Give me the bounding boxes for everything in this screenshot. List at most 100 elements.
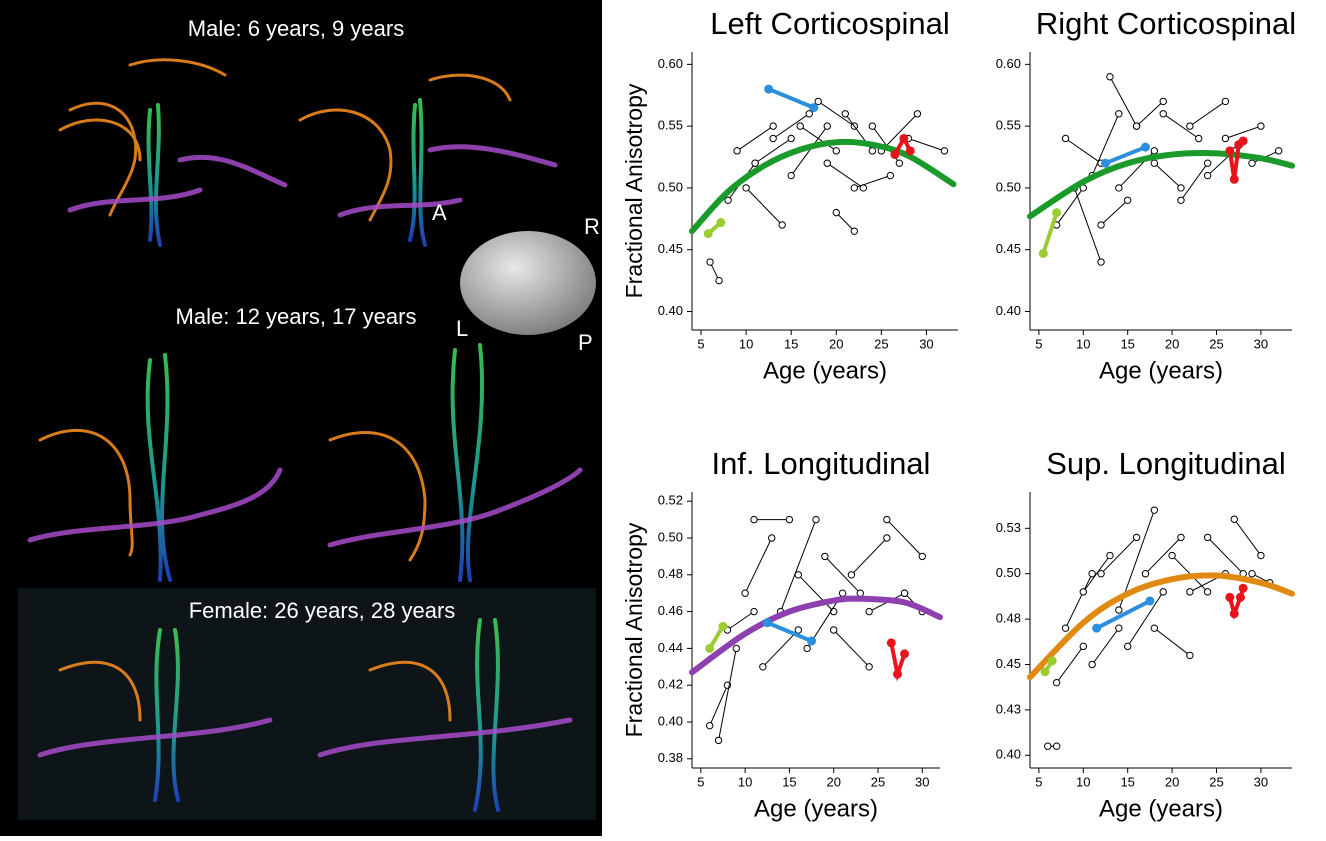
x-axis-label: Age (years) — [1099, 795, 1223, 822]
data-point — [760, 664, 766, 670]
subject-trajectory — [1137, 101, 1164, 126]
data-point — [896, 160, 902, 166]
subject-trajectory — [737, 126, 773, 151]
data-point — [1204, 534, 1210, 540]
y-tick-label: 0.50 — [658, 179, 683, 194]
data-point — [733, 645, 739, 651]
data-point — [1151, 160, 1157, 166]
data-point — [1116, 625, 1122, 631]
data-point — [1222, 135, 1228, 141]
y-tick-label: 0.48 — [658, 566, 683, 581]
data-point — [795, 627, 801, 633]
x-tick-label: 10 — [739, 336, 753, 351]
data-point — [866, 608, 872, 614]
data-point — [1048, 657, 1056, 665]
data-point — [1187, 652, 1193, 658]
data-point — [1062, 625, 1068, 631]
y-tick-label: 0.52 — [658, 493, 683, 508]
subject-trajectory — [1057, 646, 1084, 682]
image-caption: Female: 26 years, 28 years — [189, 598, 456, 623]
data-point — [1133, 534, 1139, 540]
data-point — [1133, 123, 1139, 129]
y-tick-label: 0.60 — [996, 56, 1021, 71]
fit-curve — [692, 142, 953, 231]
chart-title: Right Corticospinal — [1036, 6, 1296, 41]
data-point — [1101, 159, 1109, 167]
y-tick-label: 0.53 — [996, 520, 1021, 535]
x-tick-label: 20 — [829, 336, 843, 351]
x-tick-label: 15 — [784, 336, 798, 351]
subject-trajectory — [1101, 200, 1128, 225]
y-tick-label: 0.50 — [996, 179, 1021, 194]
subject-trajectory — [1074, 188, 1101, 262]
data-point — [1160, 589, 1166, 595]
data-point — [1151, 625, 1157, 631]
y-tick-label: 0.40 — [658, 303, 683, 318]
subject-trajectory — [1128, 592, 1164, 646]
subject-trajectory — [710, 685, 728, 725]
data-point — [1258, 552, 1264, 558]
data-point — [1230, 610, 1238, 618]
data-point — [1041, 668, 1049, 676]
y-axis-label: Fractional Anisotropy — [621, 522, 647, 737]
data-point — [914, 111, 920, 117]
brain-render — [460, 231, 596, 335]
x-tick-label: 5 — [1035, 774, 1042, 789]
data-point — [842, 111, 848, 117]
data-point — [1053, 679, 1059, 685]
data-point — [1141, 143, 1149, 151]
y-tick-label: 0.50 — [996, 565, 1021, 580]
data-point — [1160, 111, 1166, 117]
data-point — [1249, 160, 1255, 166]
subject-trajectory — [746, 188, 782, 225]
y-tick-label: 0.45 — [996, 241, 1021, 256]
y-tick-label: 0.42 — [658, 677, 683, 692]
data-point — [1230, 175, 1238, 183]
data-point — [1204, 160, 1210, 166]
data-point — [1222, 98, 1228, 104]
data-point — [752, 160, 758, 166]
data-point — [1062, 135, 1068, 141]
data-point — [743, 185, 749, 191]
data-point — [1204, 172, 1210, 178]
data-point — [704, 230, 712, 238]
data-point — [742, 590, 748, 596]
data-point — [813, 516, 819, 522]
data-point — [887, 639, 895, 647]
x-tick-label: 5 — [1035, 336, 1042, 351]
data-point — [1116, 607, 1122, 613]
data-point — [851, 228, 857, 234]
data-point — [1258, 123, 1264, 129]
data-point — [1178, 197, 1184, 203]
data-point — [851, 185, 857, 191]
data-point — [869, 123, 875, 129]
data-point — [1178, 534, 1184, 540]
data-point — [1236, 593, 1244, 601]
x-tick-label: 25 — [1209, 336, 1223, 351]
x-tick-label: 15 — [1120, 336, 1134, 351]
data-point — [1249, 571, 1255, 577]
data-point — [831, 608, 837, 614]
subject-trajectory — [1110, 77, 1137, 126]
data-point — [824, 160, 830, 166]
data-point — [810, 104, 818, 112]
data-point — [707, 259, 713, 265]
data-point — [822, 553, 828, 559]
subject-trajectory — [1066, 138, 1102, 163]
data-point — [1169, 552, 1175, 558]
subject-trajectory — [891, 643, 904, 674]
data-point — [1151, 148, 1157, 154]
y-tick-label: 0.40 — [996, 303, 1021, 318]
data-point — [1045, 743, 1051, 749]
data-point — [715, 737, 721, 743]
data-point — [1116, 185, 1122, 191]
data-point — [770, 123, 776, 129]
subject-trajectory — [719, 648, 737, 740]
data-point — [831, 627, 837, 633]
data-point — [763, 619, 771, 627]
orientation-label: A — [432, 200, 447, 225]
data-point — [1226, 593, 1234, 601]
data-point — [1275, 148, 1281, 154]
y-tick-label: 0.48 — [996, 611, 1021, 626]
data-point — [1196, 135, 1202, 141]
